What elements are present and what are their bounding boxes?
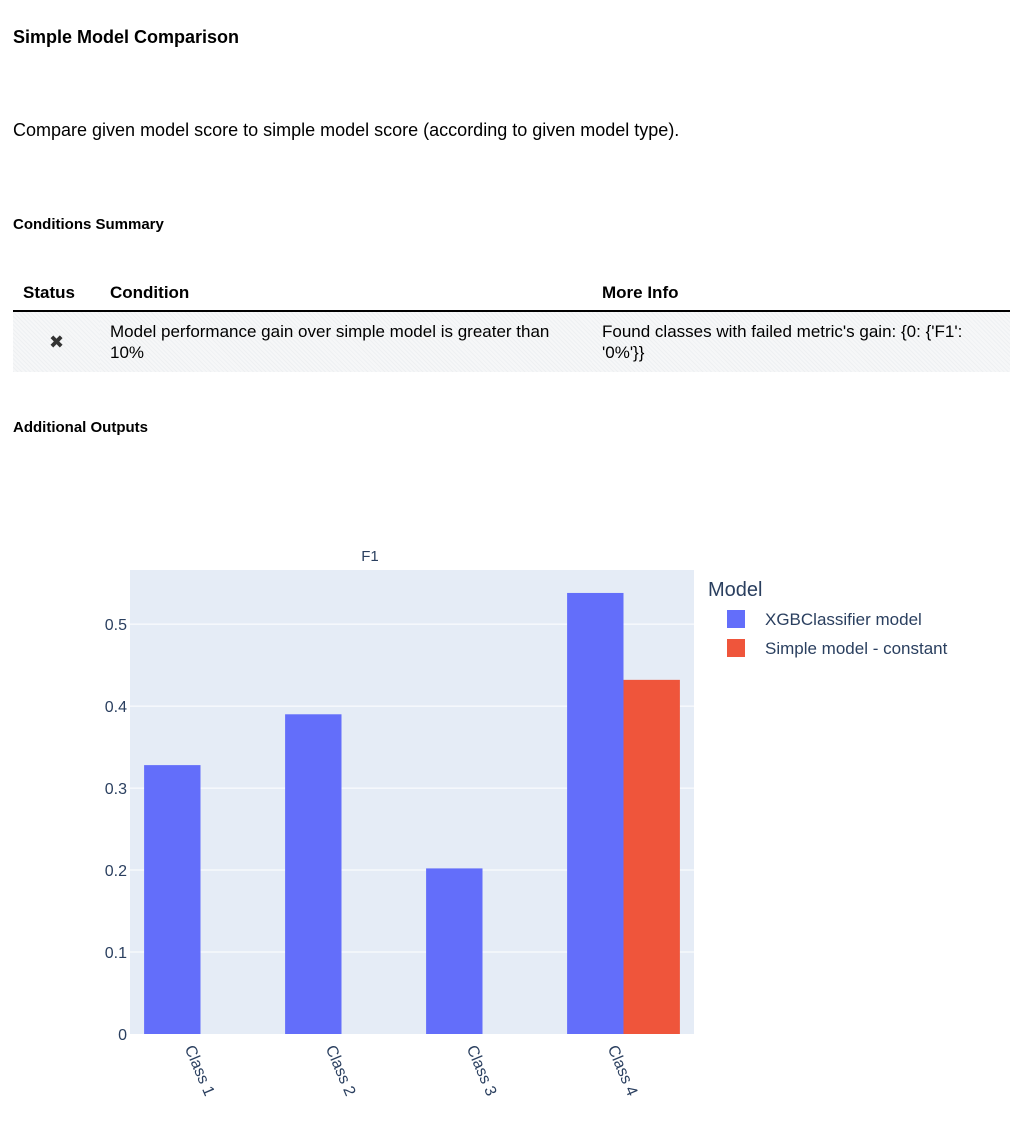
condition-text: Model performance gain over simple model… — [100, 311, 592, 372]
x-tick-label: Class 1 — [181, 1043, 218, 1099]
y-tick-label: 0.2 — [105, 863, 127, 880]
x-mark-icon: ✖ — [13, 311, 100, 372]
legend-swatch-simple-model — [727, 639, 745, 657]
y-tick-label: 0.3 — [105, 781, 127, 798]
legend-label-simple-model: Simple model - constant — [765, 639, 948, 658]
y-tick-label: 0.5 — [105, 617, 127, 634]
header-condition: Condition — [100, 276, 592, 312]
conditions-summary-heading: Conditions Summary — [13, 216, 164, 233]
legend-title: Model — [708, 579, 762, 601]
x-tick-label: Class 3 — [463, 1043, 500, 1099]
header-status: Status — [13, 276, 100, 312]
x-tick-label: Class 4 — [604, 1043, 641, 1099]
bar-xgbclassifier-2 — [285, 714, 342, 1034]
page-title: Simple Model Comparison — [13, 27, 240, 47]
bar-xgbclassifier-1 — [144, 765, 201, 1034]
f1-bar-chart: 00.10.20.30.40.5 Class 1 Class 2 Class 3 Cl… — [105, 548, 948, 1099]
y-axis-ticks: 0 0.1 0.2 0.3 0.4 0.5 — [105, 617, 127, 1044]
more-info-text: Found classes with failed metric's gain:… — [592, 311, 1010, 372]
legend-label-xgbclassifier: XGBClassifier model — [765, 610, 922, 629]
x-tick-label: Class 2 — [322, 1043, 359, 1099]
legend-swatch-xgbclassifier — [727, 610, 745, 628]
x-axis-ticks: Class 1 Class 2 Class 3 Class 4 — [181, 1043, 641, 1099]
table-row: ✖ Model performance gain over simple mod… — [13, 311, 1010, 372]
y-tick-label: 0.1 — [105, 945, 127, 962]
conditions-table: Status Condition More Info ✖ Model perfo… — [13, 276, 1010, 372]
header-more-info: More Info — [592, 276, 1010, 312]
check-description: Compare given model score to simple mode… — [13, 120, 680, 140]
additional-outputs-heading: Additional Outputs — [13, 419, 148, 436]
bar-xgbclassifier-4 — [567, 592, 624, 1034]
y-tick-label: 0.4 — [105, 699, 127, 716]
chart-title: F1 — [361, 548, 379, 565]
y-tick-label: 0 — [118, 1027, 127, 1044]
bars — [144, 592, 680, 1034]
bar-xgbclassifier-3 — [426, 868, 483, 1034]
table-header-row: Status Condition More Info — [13, 276, 1010, 312]
bar-simple-model-4 — [623, 679, 680, 1034]
legend: Model XGBClassifier model Simple model - … — [708, 579, 948, 658]
